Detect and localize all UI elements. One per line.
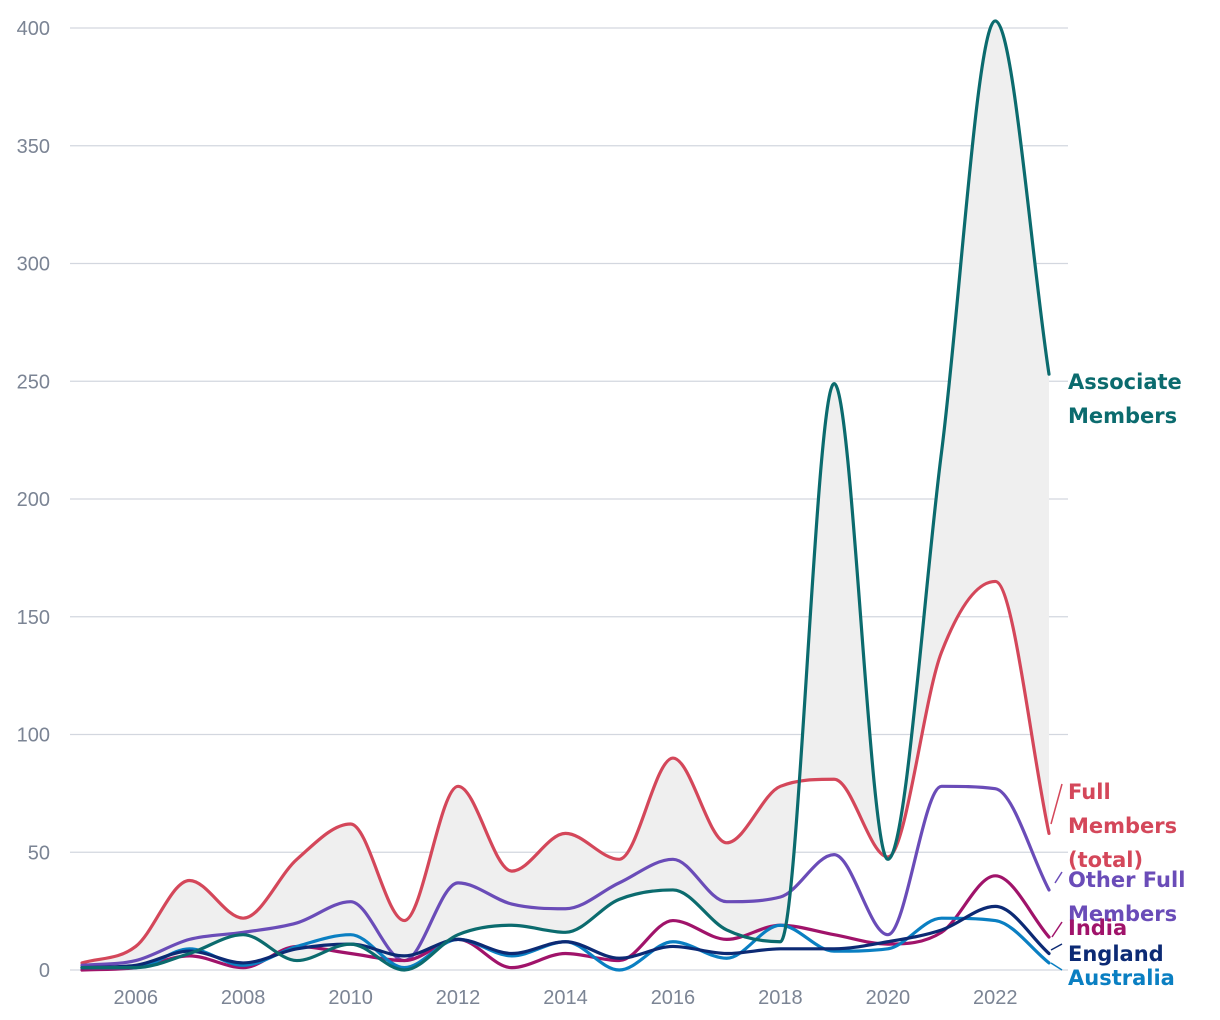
x-tick-label: 2014 [543, 987, 588, 1009]
x-tick-label: 2016 [651, 987, 696, 1009]
y-tick-label: 50 [28, 842, 50, 864]
x-tick-label: 2018 [758, 987, 803, 1009]
x-tick-label: 2022 [973, 987, 1018, 1009]
x-tick-label: 2008 [221, 987, 266, 1009]
series-label: Other Full Members [1068, 868, 1185, 926]
series-label: Associate Members [1068, 370, 1182, 428]
y-tick-label: 350 [17, 136, 50, 158]
series-label: India [1068, 916, 1127, 940]
y-tick-label: 150 [17, 607, 50, 629]
axes: 0 50 100 150 200 250 300 350 400 2006 2008 2010 2012… [17, 18, 1018, 1009]
y-tick-label: 300 [17, 254, 50, 276]
y-tick-label: 100 [17, 725, 50, 747]
y-tick-label: 250 [17, 371, 50, 393]
y-tick-label: 400 [17, 18, 50, 40]
label-leader-line [1050, 783, 1063, 825]
series-line-england [80, 904, 1051, 970]
series-label: Australia [1068, 966, 1175, 990]
series-labels: Associate Members Full Members (total)Other … [1050, 370, 1185, 990]
y-tick-label: 200 [17, 489, 50, 511]
series-line-associate-members [80, 19, 1051, 972]
series-line-other-full-members [80, 784, 1051, 967]
shaded-range-area [82, 20, 1049, 971]
x-tick-label: 2010 [328, 987, 373, 1009]
x-tick-label: 2012 [436, 987, 481, 1009]
label-leader-line [1050, 943, 1063, 951]
x-tick-label: 2020 [866, 987, 911, 1009]
series-lines [80, 19, 1051, 972]
gridlines [70, 27, 1068, 971]
series-label: Full Members (total) [1068, 780, 1177, 872]
shaded-area [82, 20, 1049, 971]
label-leader-line [1054, 871, 1063, 884]
series-line-full-members-total [80, 579, 1051, 965]
series-label: England [1068, 942, 1164, 966]
x-tick-label: 2006 [113, 987, 158, 1009]
label-leader-line [1050, 962, 1063, 971]
y-tick-label: 0 [39, 960, 50, 982]
label-leader-line [1051, 921, 1063, 938]
